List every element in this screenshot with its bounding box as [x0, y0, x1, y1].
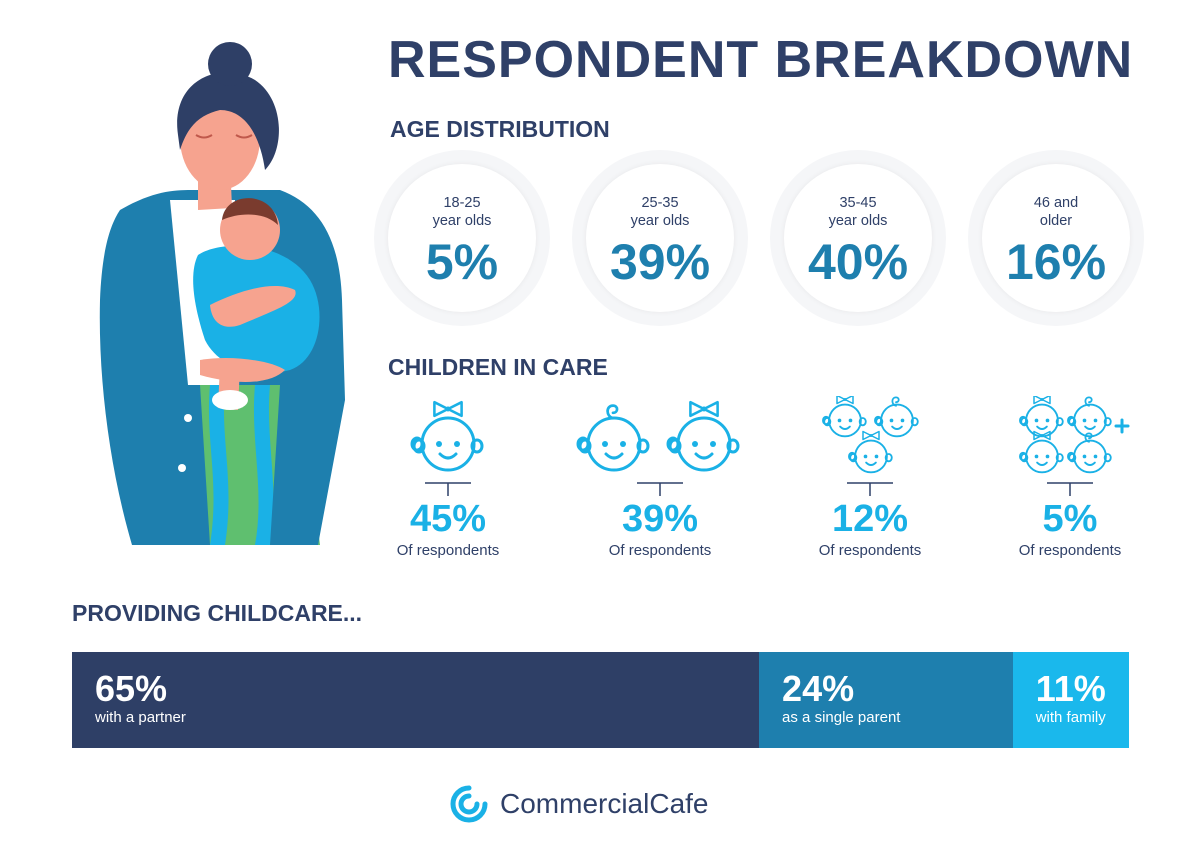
age-group-range: 18-25	[443, 195, 481, 211]
commercialcafe-logo-icon	[450, 785, 488, 823]
age-group-percent: 16%	[1005, 234, 1107, 290]
segment-caption: as a single parent	[782, 709, 901, 726]
connector-line	[637, 482, 683, 496]
age-group-card: 18-25 year olds 5%	[374, 150, 550, 326]
two-babies-icon	[570, 396, 750, 476]
children-percent: 12%	[831, 498, 909, 540]
children-stat: 39% Of respondents	[570, 396, 750, 566]
connector-line	[425, 482, 471, 496]
page-title: RESPONDENT BREAKDOWN	[388, 31, 1134, 89]
bar-segment-family: 11% with family	[1012, 652, 1129, 748]
brand-footer: CommercialCafe	[450, 784, 709, 824]
bar-segment-partner: 65% with a partner	[72, 652, 760, 748]
segment-percent: 11%	[1035, 668, 1106, 709]
age-group-card: 35-45 year olds 40%	[770, 150, 946, 326]
mother-holding-baby-illustration	[70, 40, 370, 550]
three-babies-icon	[800, 396, 940, 476]
children-percent: 39%	[621, 498, 699, 540]
brand-name: CommercialCafe	[500, 788, 709, 819]
age-group-unit: older	[1039, 213, 1073, 229]
children-caption: Of respondents	[818, 542, 922, 559]
connector-line	[1047, 482, 1093, 496]
connector-line	[847, 482, 893, 496]
segment-percent: 24%	[782, 668, 855, 709]
age-group-card: 46 and older 16%	[968, 150, 1144, 326]
childcare-stacked-bar: 65% with a partner 24% as a single paren…	[72, 652, 1129, 748]
children-stat: 12% Of respondents	[800, 396, 940, 566]
segment-caption: with a partner	[95, 709, 186, 726]
four-plus-babies-icon	[1000, 396, 1140, 476]
one-baby-icon	[378, 396, 518, 476]
children-percent: 45%	[409, 498, 487, 540]
children-percent: 5%	[1042, 498, 1098, 540]
age-distribution-heading: AGE DISTRIBUTION	[390, 116, 610, 142]
age-group-range: 35-45	[839, 195, 877, 211]
children-in-care-heading: CHILDREN IN CARE	[388, 354, 608, 380]
children-stat: 45% Of respondents	[378, 396, 518, 566]
age-group-percent: 40%	[807, 234, 909, 290]
children-caption: Of respondents	[396, 542, 500, 559]
children-caption: Of respondents	[1018, 542, 1122, 559]
age-group-range: 46 and	[1033, 195, 1079, 211]
age-group-unit: year olds	[630, 213, 690, 229]
children-stat: 5% Of respondents	[1000, 396, 1140, 566]
segment-percent: 65%	[95, 668, 168, 709]
age-group-percent: 5%	[425, 234, 499, 290]
age-group-percent: 39%	[609, 234, 711, 290]
segment-caption: with family	[1035, 709, 1106, 726]
providing-childcare-heading: PROVIDING CHILDCARE...	[72, 600, 363, 626]
bar-segment-single-parent: 24% as a single parent	[759, 652, 1013, 748]
age-group-card: 25-35 year olds 39%	[572, 150, 748, 326]
children-caption: Of respondents	[608, 542, 712, 559]
age-group-unit: year olds	[828, 213, 888, 229]
age-group-unit: year olds	[432, 213, 492, 229]
age-group-range: 25-35	[641, 195, 679, 211]
